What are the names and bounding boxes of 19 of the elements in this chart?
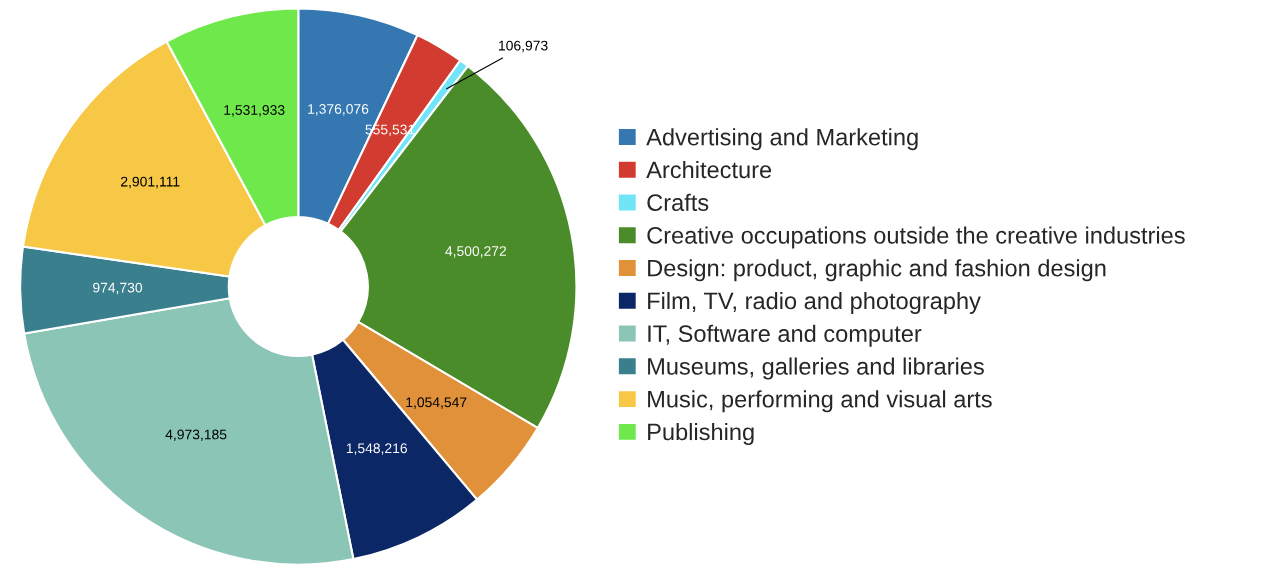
data-label: 4,973,185	[165, 429, 227, 441]
data-label: 1,376,076	[308, 104, 369, 116]
data-label: 106,973	[499, 40, 548, 53]
legend-label: Advertising and Marketing	[646, 128, 918, 151]
legend-label: Museums, galleries and libraries	[648, 357, 984, 380]
data-label: 1,054,547	[406, 397, 467, 409]
data-label: 2,901,111	[121, 176, 180, 189]
data-label: 1,531,933	[224, 105, 285, 117]
data-label: 4,500,272	[445, 246, 507, 258]
legend-label: Design: product, graphic and fashion design	[648, 259, 1106, 282]
legend-label: Publishing	[648, 422, 754, 445]
legend-label: Crafts	[647, 193, 709, 211]
legend-label: IT, Software and computer	[648, 324, 922, 347]
legend-label: Film, TV, radio and photography	[648, 291, 981, 314]
data-label: 974,730	[93, 282, 143, 295]
legend-label: Architecture	[646, 160, 772, 179]
legend-label: Creative occupations outside the creative industries	[647, 226, 1185, 249]
legend-label: Music, performing and visual arts	[648, 390, 992, 413]
data-label: 1,548,216	[346, 443, 407, 455]
